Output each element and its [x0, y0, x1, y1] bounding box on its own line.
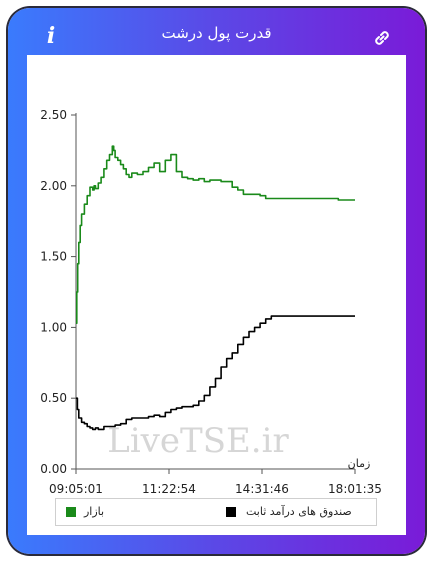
- series-line-fixed-income: [76, 315, 355, 431]
- info-icon[interactable]: i: [46, 23, 56, 49]
- legend-label-fixed-income: صندوق های درآمد ثابت: [246, 505, 352, 518]
- y-tick-label: 1.00: [40, 320, 67, 334]
- y-tick-label: 0.00: [40, 462, 67, 476]
- chart-panel: [27, 55, 406, 535]
- y-tick-label: 1.50: [40, 250, 67, 264]
- x-tick-label: 18:01:35: [328, 482, 382, 496]
- link-icon[interactable]: [372, 28, 392, 48]
- y-tick-label: 2.50: [40, 108, 67, 122]
- legend: صندوق های درآمد ثابت بازار: [55, 498, 377, 526]
- watermark: LiveTSE.ir: [107, 421, 289, 461]
- x-tick-label: 11:22:54: [142, 482, 196, 496]
- x-axis-label: زمان: [348, 457, 371, 470]
- y-tick-label: 2.00: [40, 179, 67, 193]
- x-tick-label: 14:31:46: [235, 482, 289, 496]
- x-tick-label: 09:05:01: [49, 482, 103, 496]
- y-tick-label: 0.50: [40, 391, 67, 405]
- legend-swatch-market: [66, 507, 76, 517]
- legend-swatch-fixed-income: [226, 507, 236, 517]
- page-title: قدرت پول درشت: [161, 24, 272, 42]
- series-line-market: [76, 145, 355, 324]
- legend-label-market: بازار: [84, 505, 105, 518]
